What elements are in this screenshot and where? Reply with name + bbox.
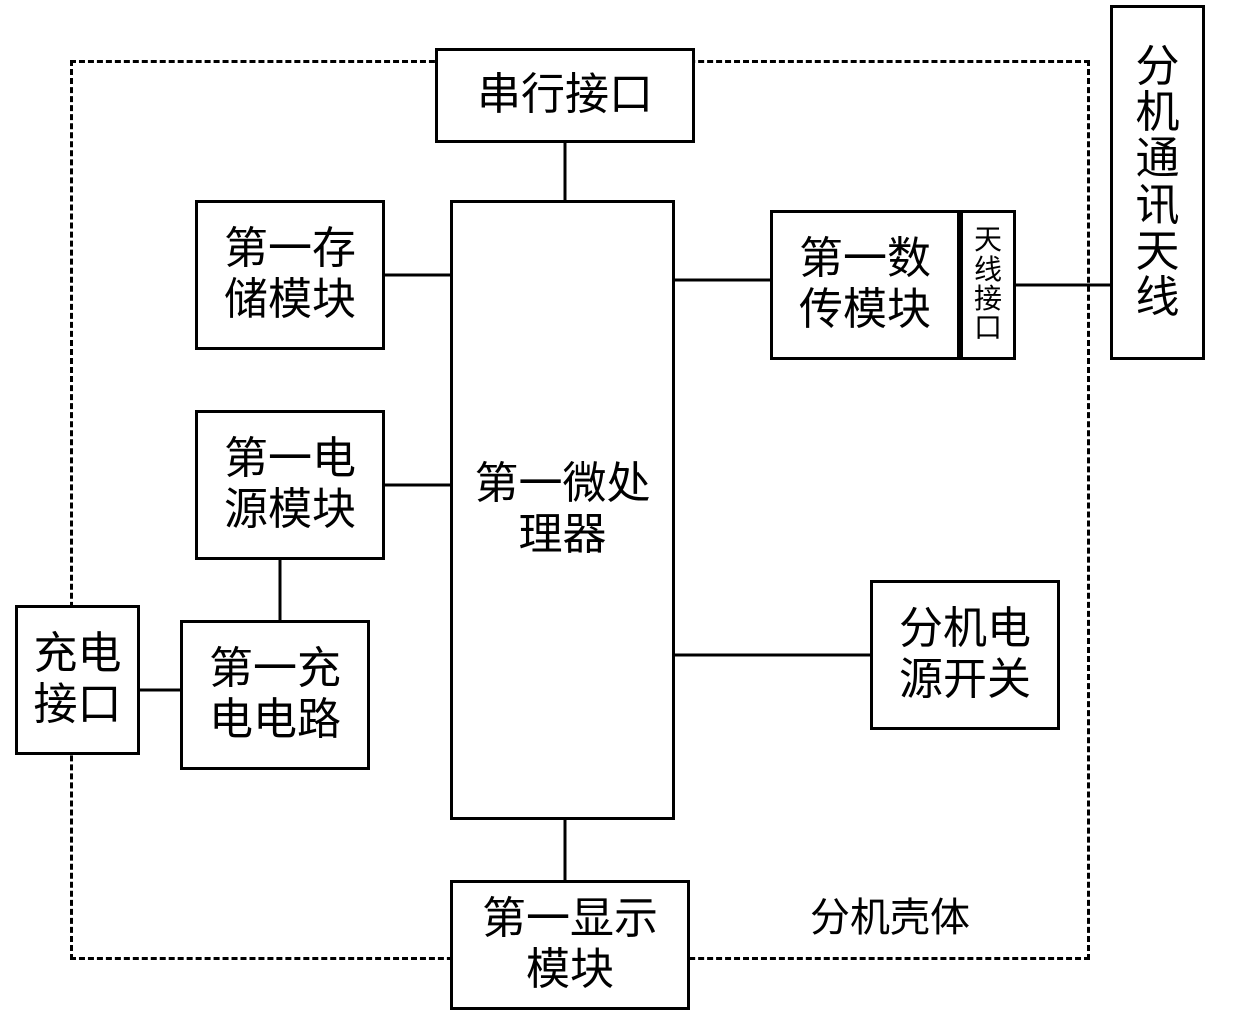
extension-housing-label: 分机壳体 <box>810 885 970 943</box>
first-microprocessor-block: 第一微处 理器 <box>450 200 675 820</box>
first-charge-circuit-block: 第一充 电电路 <box>180 620 370 770</box>
first-power-module-block: 第一电 源模块 <box>195 410 385 560</box>
first-storage-module-block: 第一存 储模块 <box>195 200 385 350</box>
diagram-canvas: 串行接口 第一存 储模块 第一电 源模块 第一充 电电路 充电 接口 第一微处 … <box>0 0 1240 1026</box>
antenna-interface-block: 天线接口 <box>960 210 1016 360</box>
extension-power-switch-block: 分机电 源开关 <box>870 580 1060 730</box>
first-data-tx-module-block: 第一数 传模块 <box>770 210 960 360</box>
extension-comm-antenna-block: 分机通讯天线 <box>1110 5 1205 360</box>
charge-interface-block: 充电 接口 <box>15 605 140 755</box>
first-display-module-block: 第一显示 模块 <box>450 880 690 1010</box>
serial-interface-block: 串行接口 <box>435 48 695 143</box>
